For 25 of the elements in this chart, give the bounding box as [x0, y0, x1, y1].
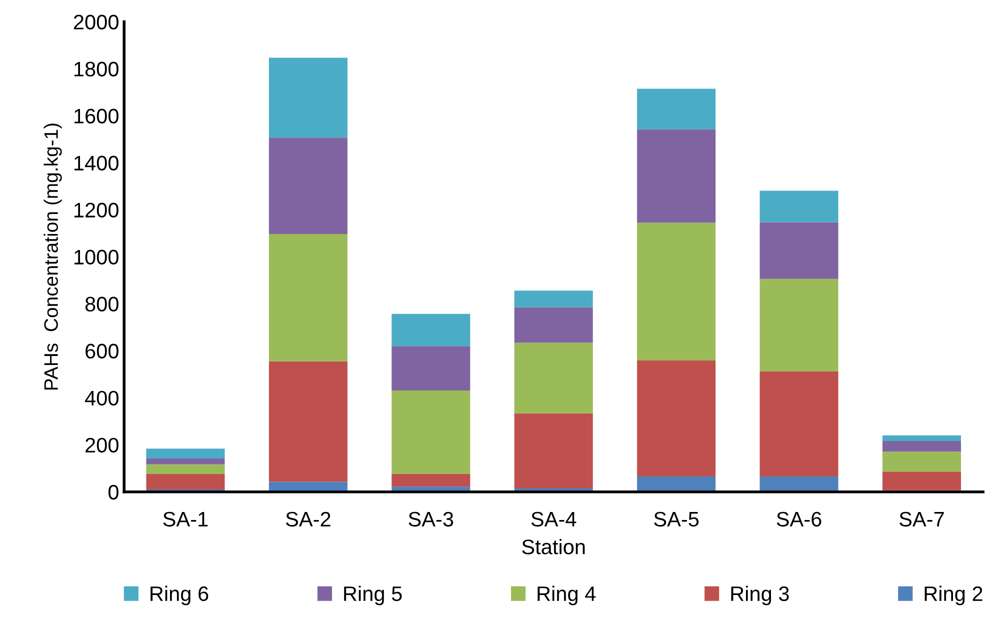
y-tick-label: 1400 — [74, 156, 118, 171]
y-tick-label: 1000 — [74, 250, 118, 265]
x-axis-title: Station — [522, 539, 585, 554]
legend-label: Ring 3 — [731, 586, 789, 606]
y-tick-label: 800 — [85, 296, 118, 312]
x-tick-label: SA-3 — [408, 512, 454, 527]
y-tick-label: 600 — [86, 344, 118, 359]
legend-label: Ring 4 — [538, 586, 596, 606]
x-tick-label: SA-4 — [531, 512, 576, 527]
y-tick-label: 400 — [84, 390, 118, 406]
y-tick-label: 0 — [108, 484, 118, 500]
y-axis-title: PAHs Concentration (mg.kg-1) — [44, 124, 62, 390]
x-tick-label: SA-7 — [900, 512, 944, 527]
legend-label: Ring 6 — [150, 586, 208, 606]
x-tick-label: SA-5 — [654, 512, 699, 527]
x-tick-label: SA-1 — [163, 512, 208, 527]
legend-label: Ring 5 — [344, 586, 402, 606]
legend-label: Ring 2 — [924, 586, 982, 606]
y-tick-label: 1600 — [74, 108, 118, 124]
y-tick-label: 2000 — [74, 14, 118, 30]
y-tick-label: 1200 — [74, 202, 118, 218]
x-tick-label: SA-2 — [286, 512, 330, 527]
x-tick-label: SA-6 — [776, 512, 822, 527]
y-tick-label: 200 — [86, 438, 118, 453]
y-tick-label: 1800 — [74, 62, 118, 76]
